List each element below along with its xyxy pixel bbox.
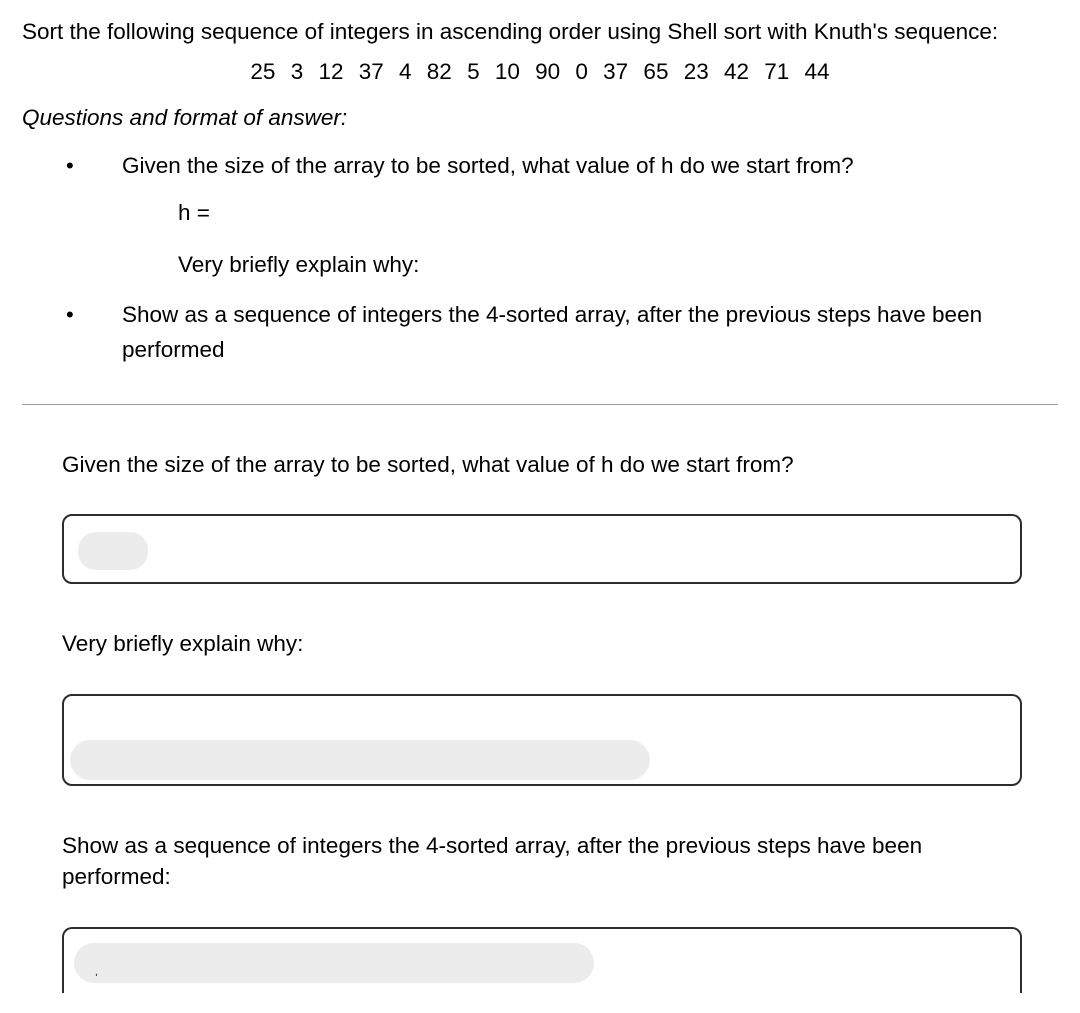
section-divider — [22, 404, 1058, 405]
questions-heading: Questions and format of answer: — [22, 105, 1058, 131]
answer-input-2[interactable] — [62, 694, 1022, 786]
question-1-sub-explain: Very briefly explain why: — [178, 246, 1058, 284]
page-root: Sort the following sequence of integers … — [0, 0, 1080, 1013]
answer-section: Given the size of the array to be sorted… — [22, 449, 1058, 993]
redaction-smudge — [74, 943, 594, 983]
answer-input-3[interactable]: ˈ — [62, 927, 1022, 993]
answer-prompt-1: Given the size of the array to be sorted… — [62, 449, 1022, 481]
answer-input-1[interactable] — [62, 514, 1022, 584]
answer-prompt-2: Very briefly explain why: — [62, 628, 1022, 660]
tick-mark: ˈ — [94, 971, 99, 987]
question-bullet-2: Show as a sequence of integers the 4-sor… — [22, 298, 1058, 368]
question-1-text: Given the size of the array to be sorted… — [122, 153, 854, 178]
integer-sequence: 25 3 12 37 4 82 5 10 90 0 37 65 23 42 71… — [22, 59, 1058, 85]
problem-intro: Sort the following sequence of integers … — [22, 16, 1058, 49]
redaction-smudge — [70, 740, 650, 780]
questions-list: Given the size of the array to be sorted… — [22, 149, 1058, 368]
question-bullet-1: Given the size of the array to be sorted… — [22, 149, 1058, 284]
redaction-smudge — [78, 532, 148, 570]
question-1-sub-h: h = — [178, 194, 1058, 232]
answer-prompt-3: Show as a sequence of integers the 4-sor… — [62, 830, 1022, 893]
question-2-text: Show as a sequence of integers the 4-sor… — [122, 302, 982, 362]
question-1-sublines: h = Very briefly explain why: — [122, 194, 1058, 285]
